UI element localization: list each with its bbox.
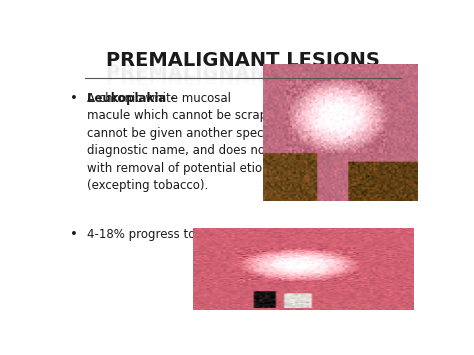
- Text: •: •: [70, 229, 78, 241]
- Text: •: •: [70, 92, 78, 105]
- Text: PREMALIGNANT LESIONS: PREMALIGNANT LESIONS: [106, 70, 380, 89]
- Text: PREMALIGNANT LESIONS: PREMALIGNANT LESIONS: [106, 51, 380, 70]
- Text: Leukoplakia -: Leukoplakia -: [87, 92, 179, 105]
- Text: PREMALIGNANT LESIONS: PREMALIGNANT LESIONS: [106, 63, 380, 82]
- Text: A chronic white mucosal
macule which cannot be scraped off,
cannot be given anot: A chronic white mucosal macule which can…: [87, 92, 334, 192]
- Text: PREMALIGNANT LESIONS: PREMALIGNANT LESIONS: [106, 66, 380, 86]
- Text: 4-18% progress to invasive carcinoma: 4-18% progress to invasive carcinoma: [87, 229, 313, 241]
